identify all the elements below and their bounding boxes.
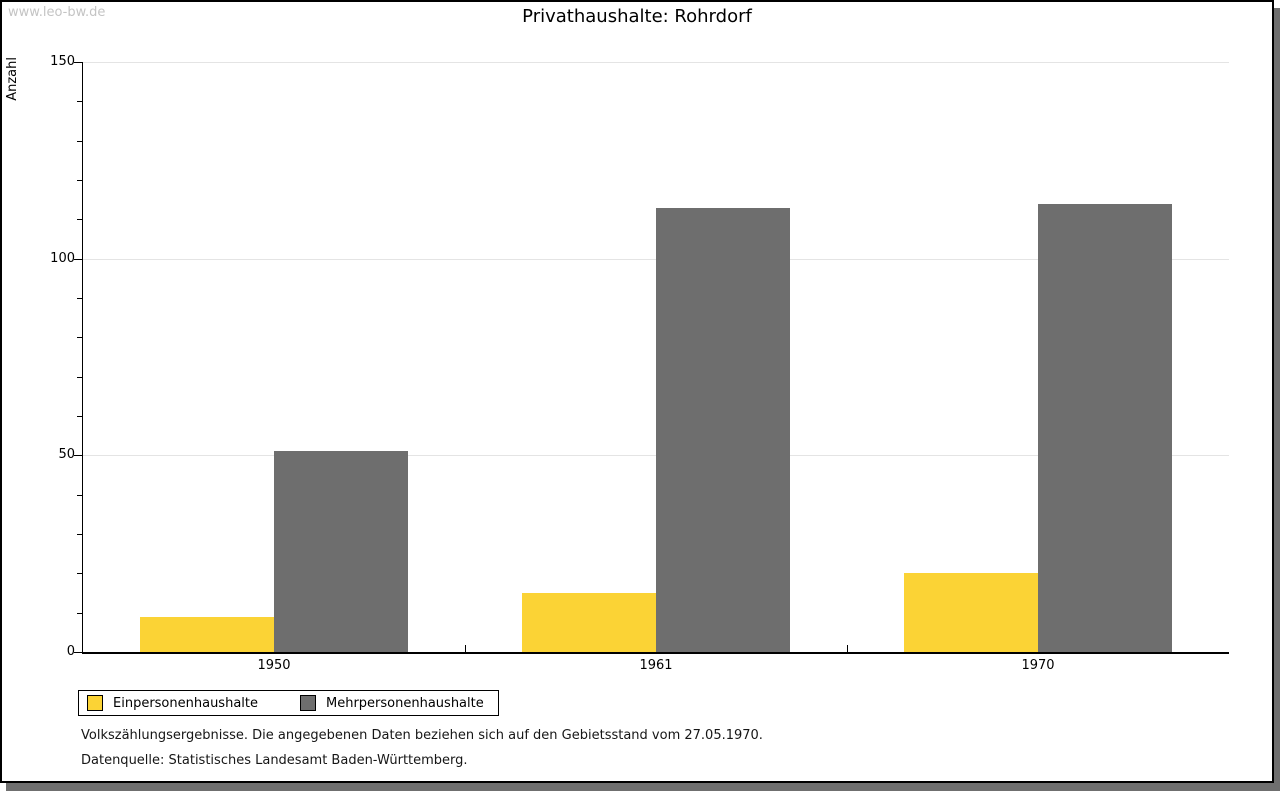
y-minor-tick [77,377,82,378]
watermark: www.leo-bw.de [8,5,106,20]
y-tick-label: 150 [50,54,75,69]
bar-mehrpersonenhaushalte-1950 [274,451,408,652]
x-tick-label-1950: 1950 [257,658,291,673]
bar-einpersonenhaushalte-1961 [522,593,656,652]
footnote-line-1: Volkszählungsergebnisse. Die angegebenen… [81,728,763,743]
bar-mehrpersonenhaushalte-1970 [1038,204,1172,652]
y-major-tick [74,455,82,456]
legend-label: Mehrpersonenhaushalte [326,695,484,711]
y-minor-tick [77,180,82,181]
bar-einpersonenhaushalte-1950 [140,617,274,652]
gridline-150 [83,62,1229,63]
legend-label: Einpersonenhaushalte [113,695,258,711]
plot-area: 0 50 100 150 1950 1961 1970 [50,54,1229,673]
y-tick-label: 0 [66,644,75,659]
bar-einpersonenhaushalte-1970 [904,573,1038,652]
y-minor-tick [77,416,82,417]
y-minor-tick [77,495,82,496]
y-minor-tick [77,337,82,338]
y-minor-tick [77,141,82,142]
footnote-line-2: Datenquelle: Statistisches Landesamt Bad… [81,753,468,768]
y-minor-tick [77,298,82,299]
legend-item-mehrpersonenhaushalte: Mehrpersonenhaushalte [300,695,484,711]
legend: Einpersonenhaushalte Mehrpersonenhaushalt… [78,690,499,716]
x-group-separator-tick [465,645,466,652]
y-axis-label: Anzahl [5,57,20,101]
bar-mehrpersonenhaushalte-1961 [656,208,790,652]
y-minor-tick [77,101,82,102]
y-major-tick [74,259,82,260]
y-minor-tick [77,613,82,614]
y-minor-tick [77,534,82,535]
y-minor-tick [77,219,82,220]
y-major-tick [74,62,82,63]
y-minor-tick [77,573,82,574]
x-tick-label-1961: 1961 [639,658,673,673]
y-major-tick [74,652,82,653]
legend-swatch-icon [87,695,103,711]
chart-title: Privathaushalte: Rohrdorf [522,6,752,27]
y-tick-label: 50 [58,447,75,462]
y-tick-label: 100 [50,251,75,266]
x-group-separator-tick [847,645,848,652]
legend-item-einpersonenhaushalte: Einpersonenhaushalte [87,695,258,711]
x-tick-label-1970: 1970 [1021,658,1055,673]
legend-swatch-icon [300,695,316,711]
